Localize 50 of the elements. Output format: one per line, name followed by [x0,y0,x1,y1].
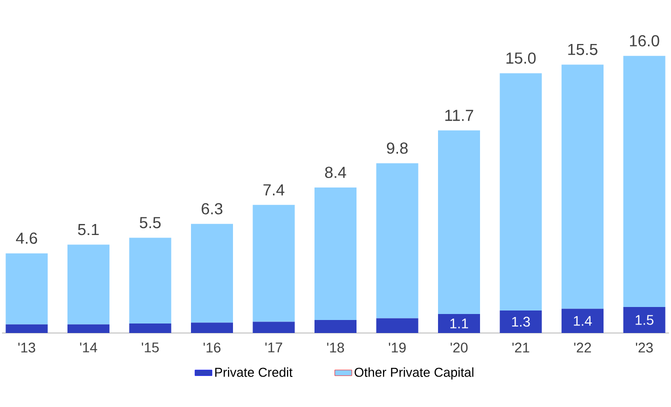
x-tick-label: '23 [636,342,653,353]
bar [129,323,172,333]
total-label: 7.4 [263,184,284,196]
bar [376,163,418,318]
data-label: 1.5 [636,315,654,325]
bar [252,204,295,322]
total-label: 4.6 [16,232,38,244]
bar [562,64,604,309]
data-label: 1.4 [574,316,592,326]
x-tick-label: '19 [388,342,406,353]
bar [623,56,666,308]
total-label: 16.0 [630,35,660,46]
total-label: 9.8 [386,142,408,154]
bar [6,253,48,324]
total-label: 6.3 [202,203,222,214]
bar [129,238,172,324]
total-label: 5.1 [78,224,99,236]
bar [314,188,357,320]
legend-label: Other Private Capital [354,367,474,380]
total-label: 15.5 [568,44,598,56]
bar [500,73,542,310]
x-tick-label: '14 [80,342,98,352]
total-label: 15.0 [506,52,536,64]
bar [376,318,418,333]
x-tick-label: '18 [327,342,344,353]
bar [500,310,542,333]
bar [438,314,480,333]
bar [67,324,110,333]
x-tick-label: '21 [512,342,530,352]
x-tick-label: '17 [265,342,282,352]
bar [252,322,295,333]
x-tick-label: '15 [142,342,159,352]
bar [190,224,233,323]
legend-label: Private Credit [215,367,293,377]
bar [623,307,666,333]
x-tick-label: '13 [18,342,36,353]
bar [438,130,480,314]
bar [67,244,110,324]
x-tick-label: '20 [450,342,468,353]
total-label: 5.5 [140,217,161,228]
bar [314,320,357,333]
total-label: 11.7 [445,110,474,121]
data-label: 1.1 [450,318,468,328]
total-label: 8.4 [325,166,346,178]
data-label: 1.3 [512,316,530,327]
x-tick-label: '22 [574,342,591,352]
bar [190,322,233,333]
bar [562,308,604,333]
x-tick-label: '16 [204,342,220,353]
bar [6,324,48,333]
